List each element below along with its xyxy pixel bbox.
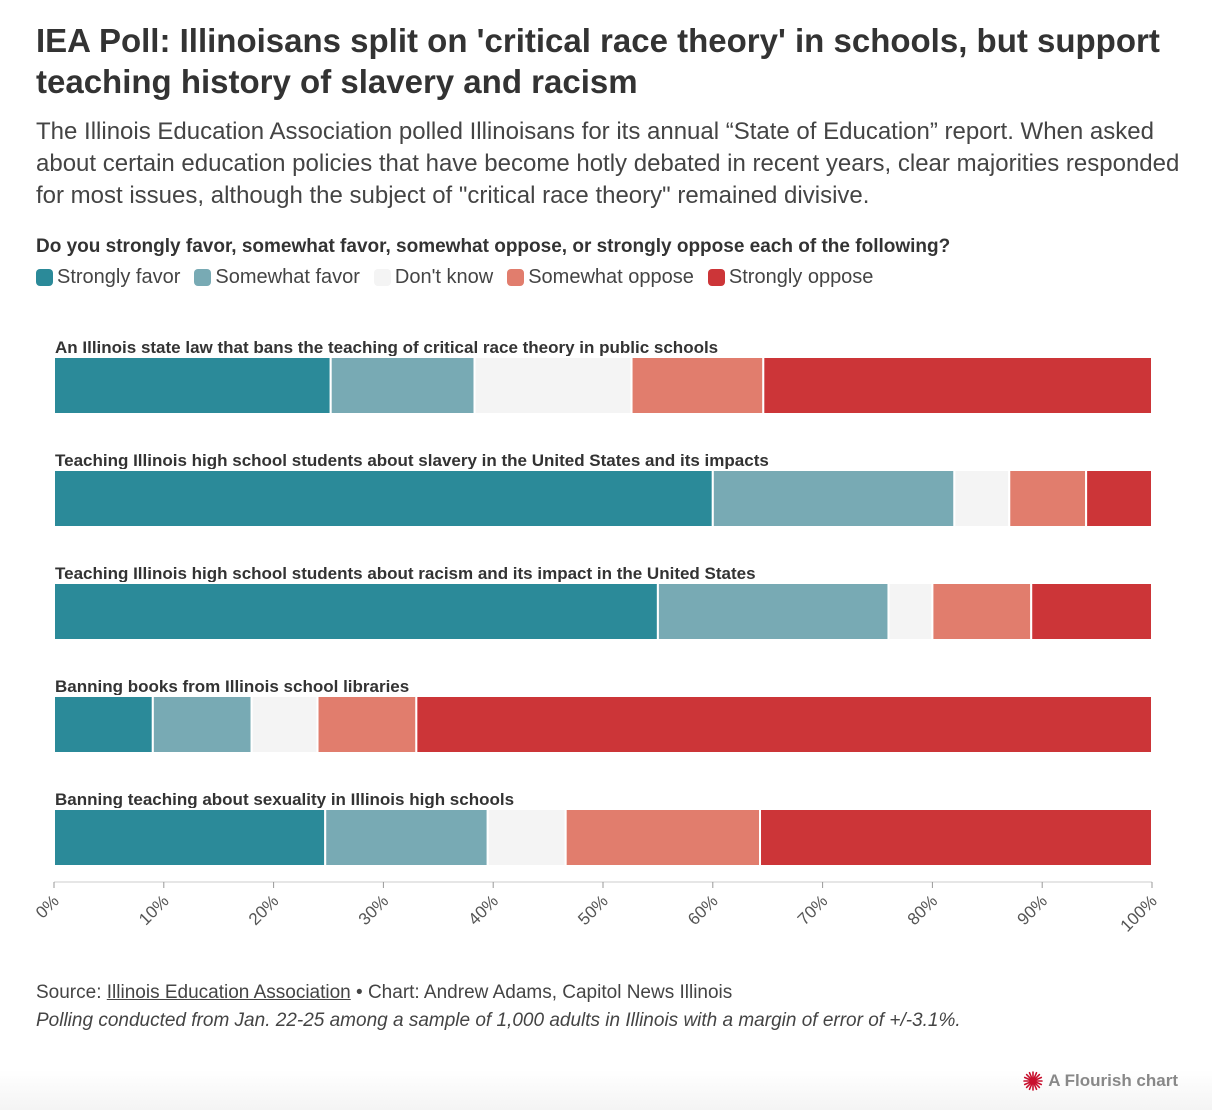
bar-segment-strongly-favor-row-4[interactable] bbox=[53, 695, 154, 754]
bar-segment-don-t-know-row-3[interactable] bbox=[887, 582, 934, 641]
flourish-text: A Flourish chart bbox=[1048, 1071, 1178, 1090]
chart-title: IEA Poll: Illinoisans split on 'critical… bbox=[36, 22, 1160, 100]
legend-item-somewhat-oppose[interactable]: Somewhat oppose bbox=[507, 266, 694, 289]
methodology-note: Polling conducted from Jan. 22-25 among … bbox=[36, 1010, 961, 1031]
bar-segment-somewhat-oppose-row-2[interactable] bbox=[1008, 469, 1088, 528]
legend-swatch-strongly-favor bbox=[36, 268, 53, 286]
x-tick-label: 10% bbox=[135, 891, 172, 928]
bar-segment-somewhat-favor-row-4[interactable] bbox=[151, 695, 253, 754]
x-tick-label: 50% bbox=[574, 891, 611, 928]
bar-segment-somewhat-oppose-row-4[interactable] bbox=[316, 695, 418, 754]
legend-label-dont-know: Don't know bbox=[394, 265, 494, 288]
bar-segment-somewhat-oppose-row-3[interactable] bbox=[931, 582, 1033, 641]
x-tick-label: 100% bbox=[1117, 891, 1161, 935]
x-tick-label: 60% bbox=[684, 891, 721, 928]
legend: Strongly favor Somewhat favor Don't know… bbox=[36, 264, 873, 290]
legend-label-strongly-favor: Strongly favor bbox=[57, 265, 181, 288]
row-label: Teaching Illinois high school students a… bbox=[55, 564, 756, 583]
bar-segment-strongly-favor-row-2[interactable] bbox=[53, 469, 714, 528]
bar-segment-strongly-favor-row-1[interactable] bbox=[53, 356, 332, 415]
source-line: Source: Illinois Education Association •… bbox=[36, 982, 732, 1004]
bar-segment-don-t-know-row-5[interactable] bbox=[486, 808, 567, 867]
row-label: Banning teaching about sexuality in Illi… bbox=[55, 790, 514, 809]
bar-segment-strongly-oppose-row-4[interactable] bbox=[415, 695, 1153, 754]
bar-segment-don-t-know-row-4[interactable] bbox=[250, 695, 319, 754]
legend-label-somewhat-oppose: Somewhat oppose bbox=[528, 265, 694, 288]
bar-segment-strongly-favor-row-3[interactable] bbox=[53, 582, 659, 641]
legend-label-strongly-oppose: Strongly oppose bbox=[728, 265, 874, 288]
bar-segment-strongly-oppose-row-2[interactable] bbox=[1085, 469, 1153, 528]
bar-segment-don-t-know-row-1[interactable] bbox=[473, 356, 633, 415]
x-tick-label: 0% bbox=[32, 891, 63, 922]
legend-swatch-somewhat-favor bbox=[194, 268, 212, 286]
flourish-branding[interactable]: A Flourish chart bbox=[1023, 1071, 1178, 1091]
row-label: Teaching Illinois high school students a… bbox=[55, 451, 769, 470]
flourish-logo-icon bbox=[1023, 1071, 1044, 1091]
source-suffix: • Chart: Andrew Adams, Capitol News Illi… bbox=[350, 982, 733, 1003]
legend-swatch-strongly-oppose bbox=[707, 268, 725, 286]
row-label: Banning books from Illinois school libra… bbox=[55, 677, 409, 696]
row-label: An Illinois state law that bans the teac… bbox=[55, 338, 718, 357]
bar-segment-somewhat-favor-row-2[interactable] bbox=[711, 469, 956, 528]
x-tick-label: 80% bbox=[904, 891, 941, 928]
legend-item-dont-know[interactable]: Don't know bbox=[373, 265, 494, 289]
bar-segment-strongly-oppose-row-1[interactable] bbox=[762, 356, 1153, 415]
bar-segment-somewhat-favor-row-5[interactable] bbox=[324, 808, 489, 867]
legend-label-somewhat-favor: Somewhat favor bbox=[215, 265, 360, 288]
bar-segment-don-t-know-row-2[interactable] bbox=[953, 469, 1011, 528]
bar-segment-somewhat-favor-row-3[interactable] bbox=[656, 582, 890, 641]
x-tick-label: 40% bbox=[465, 891, 502, 928]
x-tick-label: 90% bbox=[1014, 891, 1051, 928]
x-tick-label: 20% bbox=[245, 891, 282, 928]
bar-segment-strongly-oppose-row-3[interactable] bbox=[1030, 582, 1153, 641]
bar-segment-somewhat-oppose-row-1[interactable] bbox=[630, 356, 765, 415]
chart-subtitle: The Illinois Education Association polle… bbox=[36, 118, 1180, 209]
legend-swatch-somewhat-oppose bbox=[507, 268, 525, 286]
bar-segment-somewhat-oppose-row-5[interactable] bbox=[564, 808, 762, 867]
bar-segment-strongly-favor-row-5[interactable] bbox=[53, 808, 327, 867]
bar-segment-somewhat-favor-row-1[interactable] bbox=[329, 356, 476, 415]
x-tick-label: 70% bbox=[794, 891, 831, 928]
source-link[interactable]: Illinois Education Association bbox=[106, 982, 351, 1003]
survey-question: Do you strongly favor, somewhat favor, s… bbox=[36, 236, 951, 257]
source-prefix: Source: bbox=[36, 982, 107, 1003]
legend-item-strongly-oppose[interactable]: Strongly oppose bbox=[707, 265, 874, 289]
legend-item-somewhat-favor[interactable]: Somewhat favor bbox=[194, 266, 360, 289]
bar-segment-strongly-oppose-row-5[interactable] bbox=[759, 808, 1153, 867]
legend-swatch-dont-know bbox=[373, 268, 391, 286]
legend-item-strongly-favor[interactable]: Strongly favor bbox=[36, 266, 180, 289]
x-tick-label: 30% bbox=[355, 891, 392, 928]
